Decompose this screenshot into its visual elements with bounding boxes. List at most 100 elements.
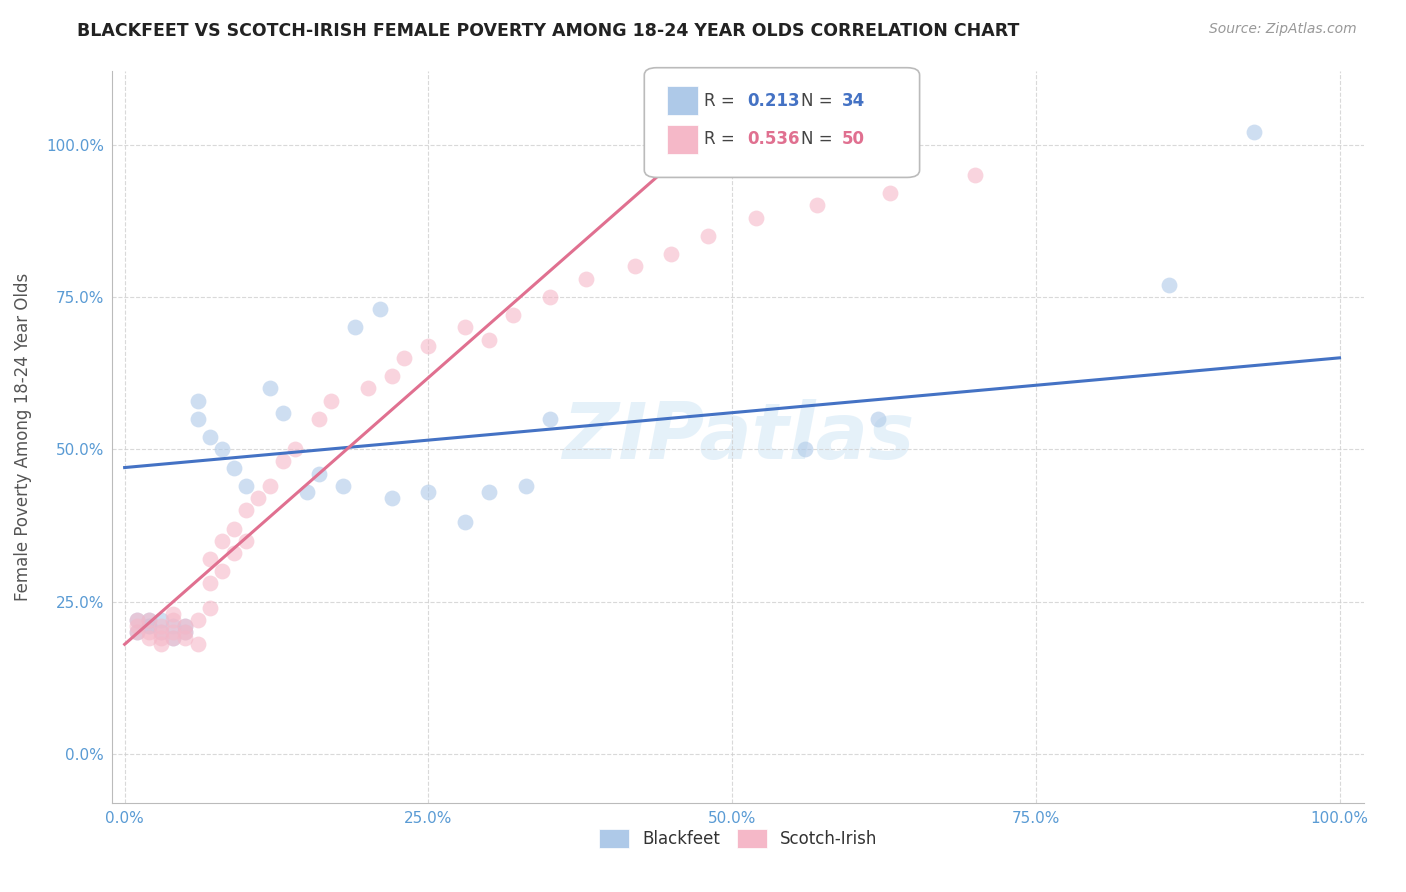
Text: N =: N =: [801, 130, 838, 148]
Point: [162, 625, 184, 640]
Point: [963, 168, 986, 182]
Point: [162, 632, 184, 646]
Point: [295, 485, 318, 500]
Point: [271, 406, 294, 420]
Point: [174, 625, 197, 640]
Point: [174, 625, 197, 640]
Point: [174, 619, 197, 633]
Point: [806, 198, 828, 212]
Point: [1159, 277, 1181, 292]
Point: [368, 302, 391, 317]
Point: [125, 613, 148, 627]
Point: [150, 632, 173, 646]
Y-axis label: Female Poverty Among 18-24 Year Olds: Female Poverty Among 18-24 Year Olds: [14, 273, 32, 601]
Point: [392, 351, 415, 365]
Point: [150, 625, 173, 640]
Point: [174, 632, 197, 646]
Text: BLACKFEET VS SCOTCH-IRISH FEMALE POVERTY AMONG 18-24 YEAR OLDS CORRELATION CHART: BLACKFEET VS SCOTCH-IRISH FEMALE POVERTY…: [77, 22, 1019, 40]
Point: [125, 619, 148, 633]
Text: 0.536: 0.536: [747, 130, 800, 148]
Point: [538, 290, 561, 304]
Point: [454, 516, 477, 530]
Point: [478, 485, 501, 500]
Point: [222, 546, 245, 560]
Point: [538, 412, 561, 426]
Point: [211, 442, 233, 457]
Point: [211, 533, 233, 548]
Point: [1243, 125, 1265, 139]
Point: [356, 381, 378, 395]
Point: [186, 637, 208, 651]
Point: [321, 393, 343, 408]
Point: [186, 393, 208, 408]
Point: [138, 613, 160, 627]
Point: [284, 442, 307, 457]
Point: [696, 229, 718, 244]
Point: [125, 625, 148, 640]
Point: [150, 637, 173, 651]
Point: [259, 381, 281, 395]
Point: [794, 442, 817, 457]
Point: [381, 491, 404, 505]
Point: [125, 613, 148, 627]
Text: 0.213: 0.213: [747, 92, 800, 110]
Point: [211, 564, 233, 578]
Point: [502, 308, 524, 322]
Point: [138, 619, 160, 633]
Point: [879, 186, 901, 201]
Point: [138, 632, 160, 646]
Text: 34: 34: [842, 92, 865, 110]
Point: [150, 613, 173, 627]
Point: [222, 460, 245, 475]
Point: [575, 271, 598, 285]
Point: [162, 632, 184, 646]
Point: [222, 521, 245, 535]
Point: [150, 619, 173, 633]
Point: [235, 479, 257, 493]
Point: [162, 619, 184, 633]
Point: [138, 619, 160, 633]
Point: [866, 412, 889, 426]
Point: [198, 430, 221, 444]
FancyBboxPatch shape: [666, 125, 699, 154]
Point: [162, 613, 184, 627]
Point: [381, 369, 404, 384]
Point: [344, 320, 367, 334]
Point: [186, 613, 208, 627]
Point: [332, 479, 354, 493]
Point: [138, 625, 160, 640]
Point: [515, 479, 537, 493]
Text: N =: N =: [801, 92, 838, 110]
Point: [125, 625, 148, 640]
Point: [235, 503, 257, 517]
FancyBboxPatch shape: [666, 86, 699, 115]
Point: [247, 491, 270, 505]
Point: [745, 211, 768, 225]
Text: R =: R =: [704, 130, 741, 148]
Text: Source: ZipAtlas.com: Source: ZipAtlas.com: [1209, 22, 1357, 37]
Point: [271, 454, 294, 468]
Point: [198, 600, 221, 615]
Point: [308, 467, 330, 481]
Text: 50: 50: [842, 130, 865, 148]
Text: ZIPatlas: ZIPatlas: [562, 399, 914, 475]
Point: [138, 613, 160, 627]
Point: [624, 260, 647, 274]
Point: [198, 552, 221, 566]
Point: [418, 338, 440, 352]
Point: [259, 479, 281, 493]
FancyBboxPatch shape: [644, 68, 920, 178]
Point: [162, 607, 184, 621]
Point: [659, 247, 682, 261]
Point: [478, 333, 501, 347]
Point: [198, 576, 221, 591]
Legend: Blackfeet, Scotch-Irish: Blackfeet, Scotch-Irish: [591, 821, 886, 856]
Point: [186, 412, 208, 426]
Point: [308, 412, 330, 426]
Point: [235, 533, 257, 548]
Text: R =: R =: [704, 92, 741, 110]
Point: [454, 320, 477, 334]
Point: [418, 485, 440, 500]
Point: [174, 619, 197, 633]
Point: [150, 625, 173, 640]
